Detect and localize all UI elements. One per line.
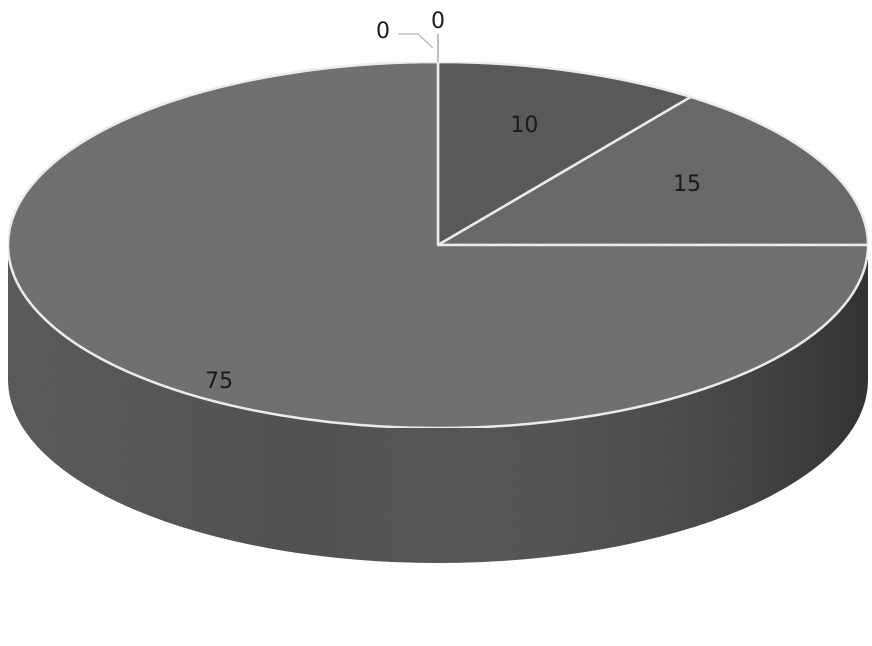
data-label-3: 15 — [673, 172, 701, 197]
data-label-0: 0 — [376, 19, 390, 44]
data-label-1: 0 — [431, 9, 445, 34]
pie-slice-3 — [436, 95, 870, 247]
data-label-4: 75 — [205, 369, 233, 394]
pie-side-shading — [8, 245, 868, 563]
pie-slice-2 — [436, 60, 692, 247]
pie-top-face — [6, 60, 870, 430]
zero-slice-leader-line — [398, 33, 434, 49]
data-label-2: 10 — [510, 113, 538, 138]
pie-slice-4 — [6, 60, 870, 430]
pie-side-wall — [8, 245, 868, 563]
pie-labels: 0 0 10 15 75 — [205, 9, 701, 394]
